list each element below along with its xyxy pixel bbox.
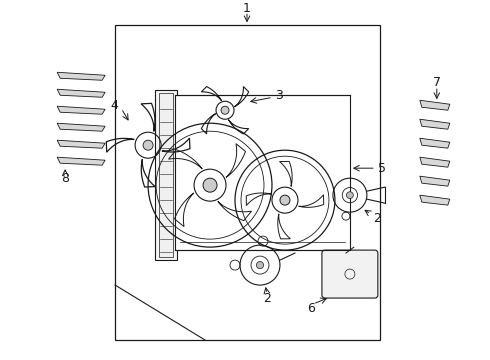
- Circle shape: [221, 106, 229, 114]
- Polygon shape: [420, 119, 450, 129]
- Text: 1: 1: [243, 2, 251, 15]
- Text: 3: 3: [275, 89, 283, 102]
- Circle shape: [143, 140, 153, 150]
- Polygon shape: [57, 106, 105, 114]
- Text: 8: 8: [61, 172, 69, 185]
- Polygon shape: [57, 123, 105, 131]
- Text: 7: 7: [433, 76, 441, 89]
- Bar: [115, 25, 380, 340]
- Circle shape: [280, 195, 290, 205]
- Text: 6: 6: [307, 302, 315, 315]
- Text: 2: 2: [373, 212, 381, 225]
- Polygon shape: [420, 176, 450, 186]
- FancyBboxPatch shape: [322, 250, 378, 298]
- Polygon shape: [420, 195, 450, 205]
- Polygon shape: [420, 157, 450, 167]
- Polygon shape: [57, 89, 105, 97]
- Text: 5: 5: [378, 162, 386, 175]
- Circle shape: [256, 261, 264, 269]
- Polygon shape: [57, 140, 105, 148]
- Bar: [159, 93, 173, 257]
- Bar: [175, 95, 350, 250]
- Polygon shape: [420, 138, 450, 148]
- Polygon shape: [57, 157, 105, 165]
- Circle shape: [203, 178, 217, 192]
- Text: 2: 2: [263, 292, 271, 305]
- Text: 4: 4: [110, 99, 118, 112]
- Polygon shape: [57, 72, 105, 80]
- Bar: [155, 90, 177, 260]
- Circle shape: [346, 192, 353, 199]
- Polygon shape: [420, 100, 450, 110]
